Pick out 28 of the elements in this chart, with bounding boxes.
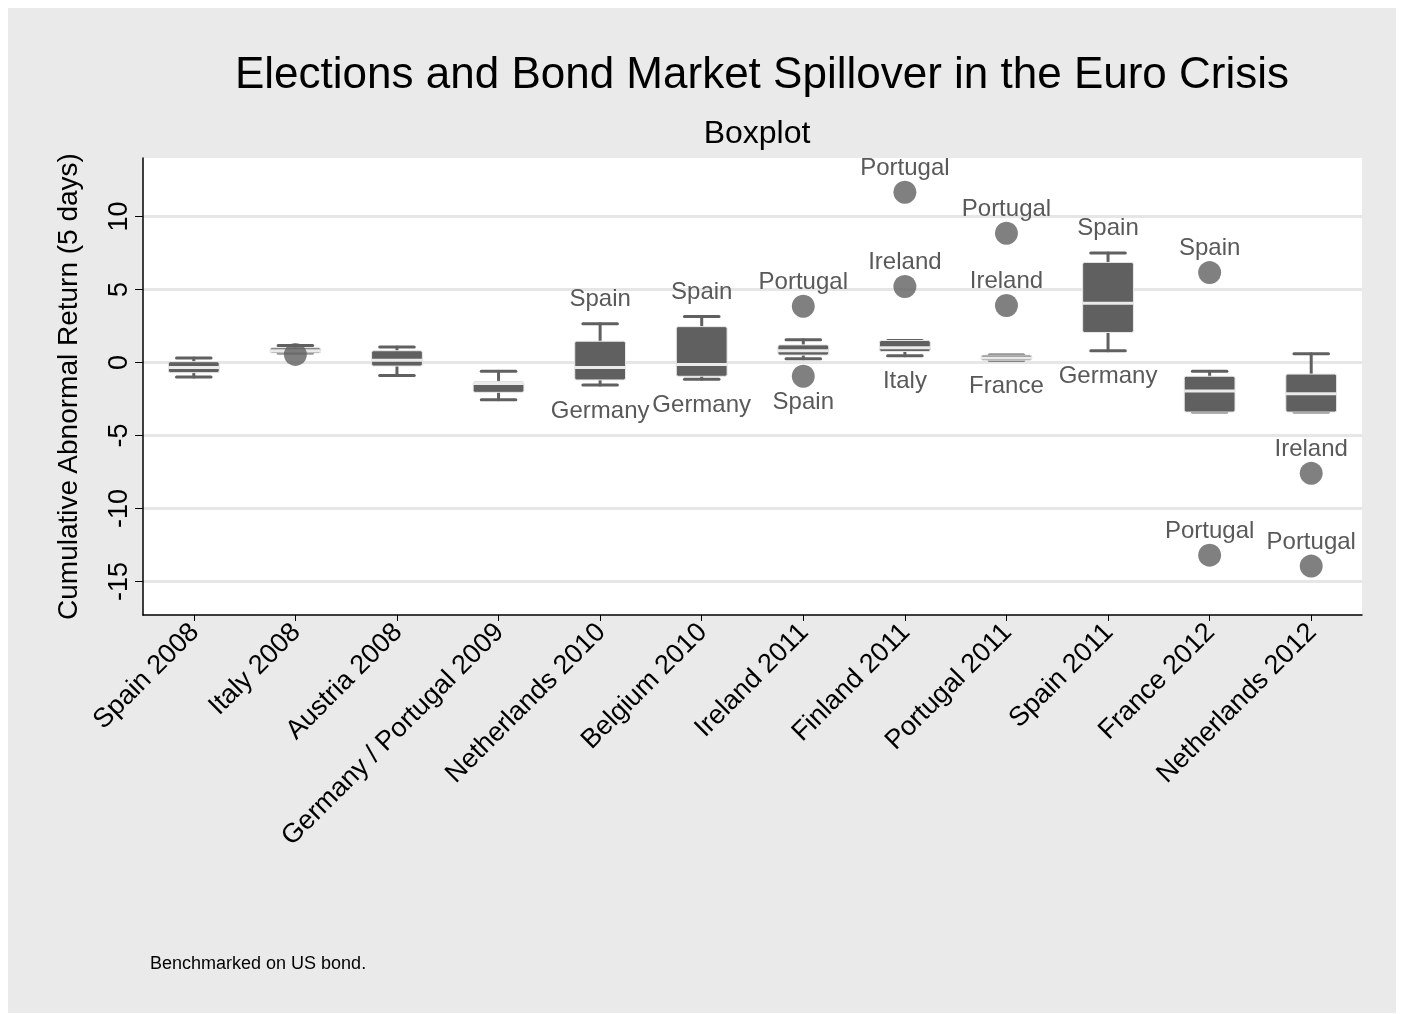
y-tick-label: -5: [102, 423, 133, 448]
annotation: Spain: [569, 284, 631, 312]
y-tick-label: -15: [102, 561, 133, 601]
y-axis-title: Cumulative Abnormal Return (5 days): [51, 153, 83, 620]
annotation: Portugal: [1164, 515, 1255, 543]
annotation: Portugal: [961, 193, 1052, 221]
annotation: Spain: [1178, 233, 1241, 261]
annotation: Portugal: [1266, 526, 1356, 554]
chart-title: Elections and Bond Market Spillover in the Euro Crisis: [234, 47, 1290, 97]
y-tick-label: -10: [102, 488, 133, 528]
annotation: Spain: [772, 386, 834, 414]
annotation: Spain: [1077, 213, 1139, 241]
annotation: Germany: [550, 395, 650, 423]
annotation: France: [969, 370, 1044, 398]
y-tick-label: 0: [102, 354, 133, 370]
text: Benchmarked on US bond.: [150, 953, 367, 973]
annotation: Germany: [652, 389, 752, 417]
chart-subtitle: Boxplot: [703, 114, 811, 150]
y-tick-label: 10: [102, 201, 133, 232]
y-tick-label: 5: [102, 281, 133, 297]
annotation: Germany: [1058, 361, 1158, 389]
annotation: Portugal: [758, 266, 848, 294]
annotation: Ireland: [969, 265, 1044, 293]
annotation: Portugal: [860, 152, 950, 180]
annotation: Ireland: [868, 246, 942, 274]
annotation: Italy: [882, 366, 927, 394]
annotation: Ireland: [1274, 433, 1348, 461]
annotation: Spain: [671, 276, 733, 304]
